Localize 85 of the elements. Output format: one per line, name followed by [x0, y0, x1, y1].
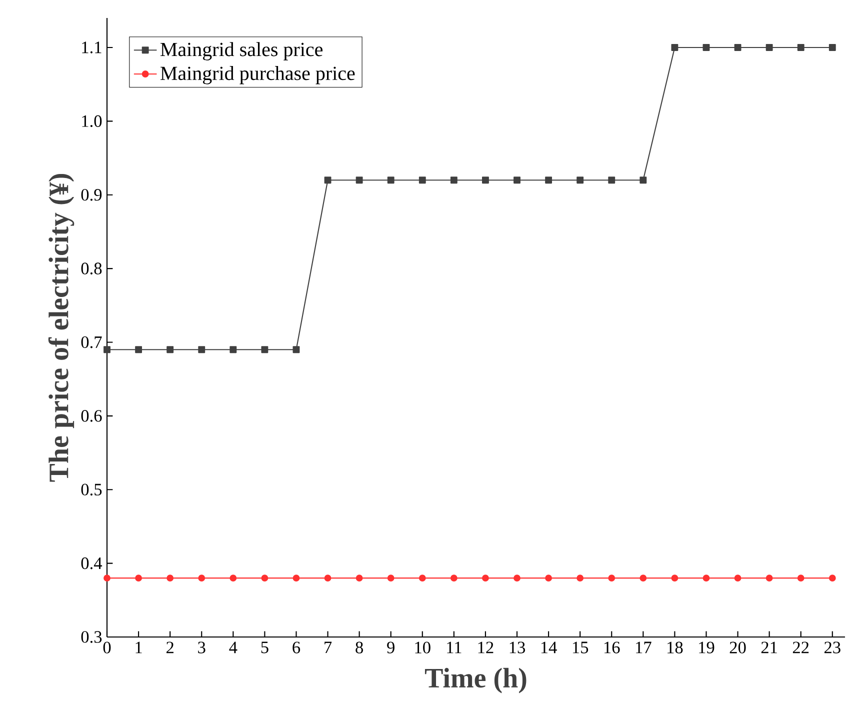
x-tick-label: 5 [261, 642, 268, 654]
x-tick-label: 14 [541, 642, 557, 654]
point [450, 574, 458, 582]
point [766, 574, 773, 582]
point [828, 44, 836, 51]
point [166, 574, 174, 582]
point [261, 574, 268, 582]
x-tick-label: 16 [604, 642, 620, 654]
point [356, 176, 363, 184]
point [230, 346, 237, 354]
x-tick-label: 11 [447, 642, 462, 654]
point [671, 574, 678, 582]
y-tick-label: 0.3 [81, 631, 102, 643]
x-tick-label: 21 [761, 642, 777, 654]
x-tick-label: 23 [824, 642, 840, 654]
point [766, 44, 773, 51]
point [608, 176, 616, 184]
point [576, 574, 584, 582]
x-tick-label: 22 [792, 642, 809, 654]
x-tick-label: 3 [198, 642, 206, 654]
point [608, 574, 616, 582]
x-tick-label: 7 [324, 642, 332, 654]
point [230, 574, 237, 582]
x-tick-label: 9 [387, 642, 394, 654]
y-tick-label: 0.5 [81, 484, 102, 496]
point [734, 44, 742, 51]
point [640, 574, 647, 582]
y-tick-label: 0.6 [81, 410, 102, 422]
point [387, 574, 394, 582]
point [482, 574, 489, 582]
x-tick-label: 15 [572, 642, 588, 654]
x-tick-label: 0 [103, 642, 111, 654]
x-tick-label: 17 [636, 642, 652, 654]
point [292, 574, 300, 582]
point [797, 574, 804, 582]
y-tick-label: 0.7 [81, 336, 102, 348]
point [797, 44, 804, 51]
point [166, 346, 174, 354]
point [356, 574, 363, 582]
legend-label: Maingrid sales price [160, 42, 322, 60]
x-tick-label: 12 [478, 642, 494, 654]
x-tick-label: 10 [415, 642, 430, 654]
y-tick-label: 1.1 [82, 42, 102, 54]
point [482, 176, 489, 184]
x-tick-label: 13 [510, 642, 525, 654]
point [324, 176, 332, 184]
x-tick-label: 4 [229, 642, 238, 654]
x-axis-title: Time (h) [424, 668, 526, 694]
x-tick-label: 20 [730, 642, 746, 654]
point [450, 176, 458, 184]
x-tick-label: 8 [356, 642, 363, 654]
point [671, 44, 678, 51]
point [734, 574, 742, 582]
point [576, 176, 584, 184]
point [198, 346, 206, 354]
y-axis-title: The price of electricity (¥) [48, 174, 74, 482]
point [135, 346, 142, 354]
x-tick-label: 2 [166, 642, 174, 654]
point [702, 44, 710, 51]
point [702, 574, 710, 582]
x-tick-label: 1 [136, 642, 142, 654]
y-tick-label: 1.0 [82, 115, 102, 128]
point [418, 176, 426, 184]
y-tick-label: 0.4 [81, 557, 102, 570]
point [514, 574, 520, 582]
legend-label: Maingrid purchase price [160, 66, 355, 84]
point [514, 176, 520, 184]
x-tick-label: 19 [699, 642, 714, 654]
point [418, 574, 426, 582]
y-tick-label: 0.9 [81, 188, 102, 201]
y-tick-label: 0.8 [81, 262, 102, 274]
point [292, 346, 300, 354]
x-tick-label: 18 [668, 642, 683, 654]
point [387, 176, 394, 184]
point [135, 574, 142, 582]
point [545, 176, 552, 184]
point [104, 574, 110, 582]
point [261, 346, 268, 354]
x-tick-label: 6 [292, 642, 300, 654]
point [104, 346, 110, 354]
point [324, 574, 332, 582]
point [640, 176, 647, 184]
point [828, 574, 836, 582]
point [545, 574, 552, 582]
point [198, 574, 206, 582]
